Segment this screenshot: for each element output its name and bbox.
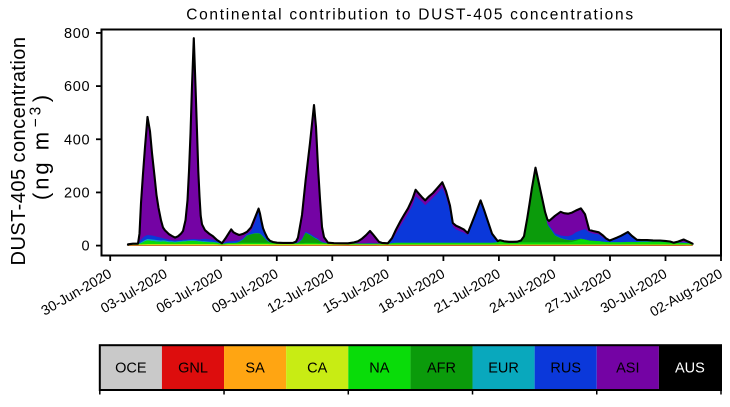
svg-text:600: 600 (64, 79, 90, 95)
svg-text:SA: SA (245, 361, 265, 377)
svg-text:DUST-405 concentration: DUST-405 concentration (8, 37, 30, 266)
svg-text:Continental contribution to DU: Continental contribution to DUST-405 con… (186, 7, 635, 24)
svg-text:CA: CA (307, 361, 327, 377)
svg-text:ASI: ASI (616, 361, 639, 377)
svg-text:800: 800 (64, 26, 90, 42)
svg-text:400: 400 (64, 132, 90, 148)
svg-text:OCE: OCE (115, 361, 147, 377)
svg-text:200: 200 (64, 185, 90, 201)
svg-text:RUS: RUS (550, 361, 581, 377)
svg-text:NA: NA (369, 361, 389, 377)
svg-text:0: 0 (82, 239, 91, 255)
svg-text:AFR: AFR (427, 361, 456, 377)
svg-text:AUS: AUS (675, 361, 705, 377)
svg-text:GNL: GNL (178, 361, 208, 377)
svg-text:EUR: EUR (488, 361, 519, 377)
